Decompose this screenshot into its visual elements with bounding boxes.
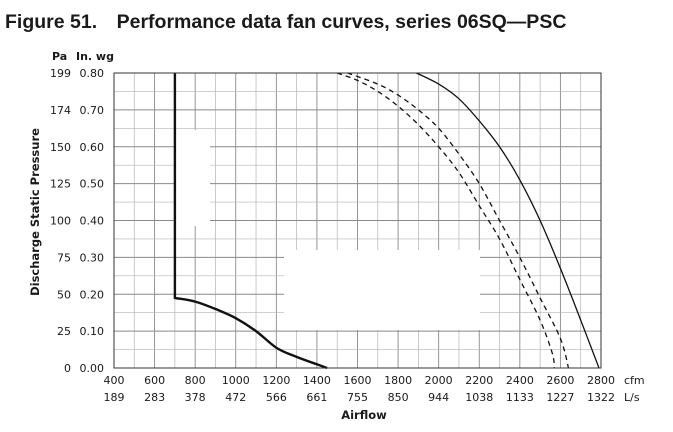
x-tick-label-ls: 189 [104,391,125,404]
y-unit-pa: Pa [52,50,67,63]
x-tick-label-cfm: 800 [185,374,206,387]
x-tick-label-ls: 472 [225,391,246,404]
y-tick-label-inwg: 0.70 [80,104,105,117]
y-tick-label-pa: 50 [57,288,71,301]
x-tick-label-cfm: 2800 [587,374,615,387]
y-tick-label-pa: 150 [50,141,71,154]
x-axis-title: Airflow [341,408,387,422]
x-tick-label-ls: 1322 [587,391,615,404]
y-tick-label-inwg: 0.10 [80,325,105,338]
x-tick-label-ls: 566 [266,391,287,404]
x-tick-label-cfm: 400 [104,374,125,387]
x-tick-label-ls: 661 [306,391,327,404]
x-tick-label-ls: 378 [185,391,206,404]
blank-region [176,130,210,226]
y-tick-label-inwg: 0.80 [80,67,105,80]
fan-curve-4 [336,72,555,369]
y-tick-label-inwg: 0.30 [80,251,105,264]
blank-region [284,250,480,330]
x-tick-label-cfm: 2400 [506,374,534,387]
series-layer [173,72,600,370]
y-tick-labels: 0 0.00 25 0.10 50 0.20 75 0.30 100 0.40 125 0.50 150… [50,67,104,375]
x-tick-label-cfm: 2000 [425,374,453,387]
x-tick-label-cfm: 1800 [384,374,412,387]
fan-curve-1 [173,73,328,370]
y-axis-title: Discharge Static Pressure [28,128,42,296]
y-tick-label-inwg: 0.50 [80,178,105,191]
x-tick-label-ls: 283 [144,391,165,404]
x-tick-label-ls: 1133 [506,391,534,404]
y-tick-label-pa: 174 [50,104,71,117]
y-tick-label-pa: 199 [50,67,71,80]
y-tick-label-inwg: 0.00 [80,362,105,375]
x-tick-label-cfm: 1600 [344,374,372,387]
x-tick-label-ls: 1227 [546,391,574,404]
x-tick-label-cfm: 2600 [546,374,574,387]
chart-title: Figure 51. Performance data fan curves, … [5,11,566,33]
x-tick-label-ls: 944 [428,391,449,404]
y-tick-label-pa: 75 [57,251,71,264]
x-tick-label-ls: 850 [388,391,409,404]
y-tick-label-inwg: 0.60 [80,141,105,154]
y-tick-label-pa: 25 [57,325,71,338]
x-unit-cfm: cfm [624,374,645,387]
x-tick-label-ls: 1038 [465,391,493,404]
plot-frame [113,72,602,369]
y-tick-label-pa: 125 [50,178,71,191]
x-tick-label-cfm: 1200 [262,374,290,387]
x-tick-label-cfm: 1400 [303,374,331,387]
x-tick-label-ls: 755 [347,391,368,404]
y-tick-label-inwg: 0.40 [80,215,105,228]
fan-curve-3 [347,72,570,369]
y-tick-label-pa: 0 [64,362,71,375]
x-tick-labels: 400 189 600 283 800 378 1000 472 1200 566 1400 661 1… [104,374,616,404]
x-tick-label-cfm: 2200 [465,374,493,387]
y-unit-inwg: In. wg [76,50,114,63]
x-unit-ls: L/s [624,391,640,404]
y-tick-label-inwg: 0.20 [80,288,105,301]
x-tick-label-cfm: 600 [144,374,165,387]
x-tick-label-cfm: 1000 [222,374,250,387]
fan-curve-2 [416,72,600,369]
y-tick-label-pa: 100 [50,215,71,228]
